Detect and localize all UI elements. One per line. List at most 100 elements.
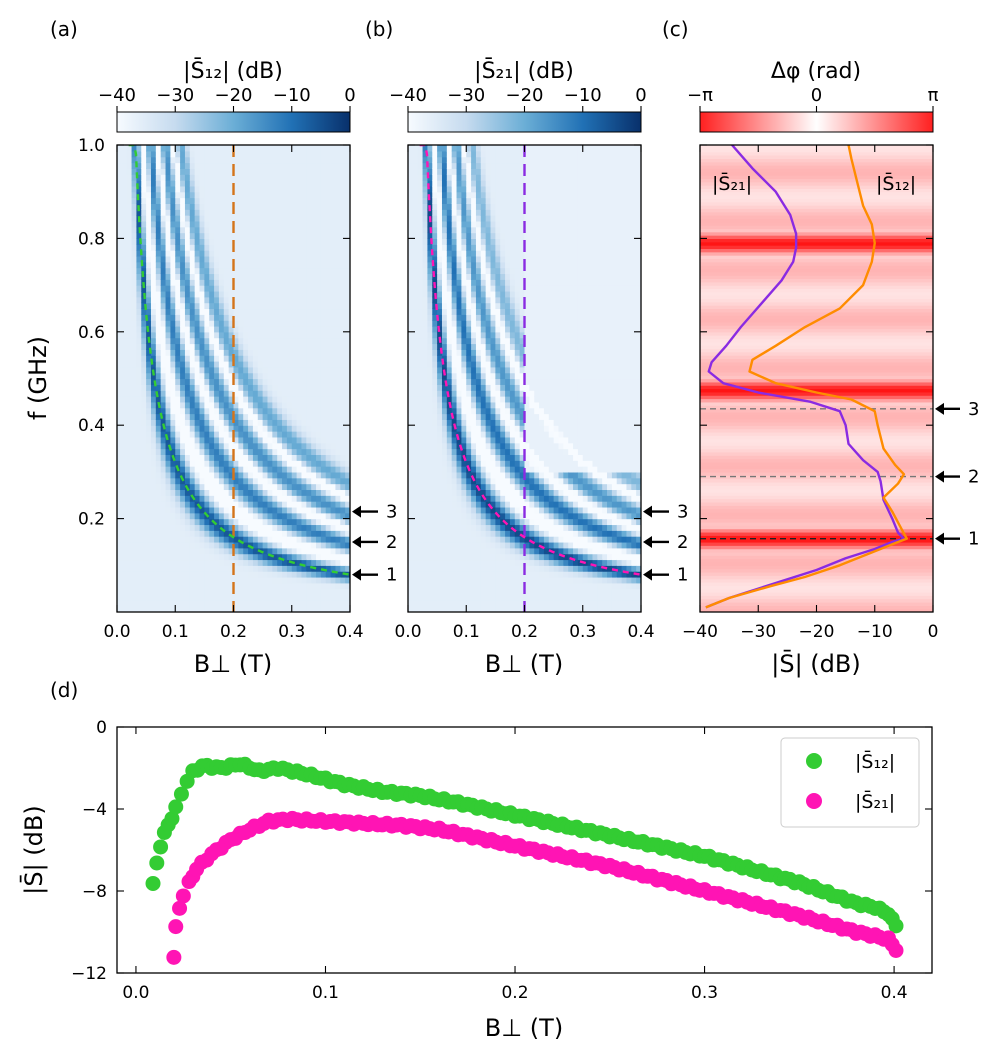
heatmap-a-cell [117,518,123,526]
heatmap-a-cell [141,483,147,491]
heatmap-a-cell [150,547,157,555]
heatmap-a-cell [243,506,249,514]
heatmap-b-cell [437,244,443,251]
heatmap-a-cell [131,600,138,607]
heatmap-b-cell [456,255,462,263]
heatmap-a-cell [330,401,337,409]
heatmap-a-cell [238,261,244,269]
heatmap-b-cell [441,547,448,555]
heatmap-a-cell [150,226,157,234]
heatmap-a-cell [252,407,259,415]
heatmap-b-cell [437,290,443,298]
heatmap-a-cell [320,419,327,426]
heatmap-b-cell [446,477,453,485]
heatmap-a-cell [306,582,312,590]
heatmap-a-cell [286,431,293,438]
heatmap-b-cell [451,185,458,193]
heatmap-a-cell [282,541,288,549]
heatmap-a-cell [141,378,147,385]
heatmap-a-cell [262,360,269,368]
heatmap-b-cell [466,442,472,450]
heatmap-a-cell [262,495,269,502]
heatmap-a-cell [175,296,181,304]
heatmap-a-cell [228,565,235,572]
heatmap-a-cell [184,448,191,455]
heatmap-a-cell [267,390,273,397]
heatmap-b-cell [417,290,424,298]
heatmap-a-cell [160,559,167,566]
heatmap-b-cell [456,261,462,269]
heatmap-b-cell [417,559,424,566]
heatmap-b-cell [471,471,477,479]
heatmap-a-cell [218,477,225,485]
heatmap-a-cell [243,436,249,444]
heatmap-a-cell [257,273,264,280]
heatmap-a-cell [228,460,235,467]
heatmap-a-cell [233,279,239,286]
heatmap-a-cell [136,477,142,485]
heatmap-b-cell [408,565,414,572]
heatmap-a-cell [340,191,346,199]
heatmap-a-cell [262,197,269,204]
heatmap-a-cell [296,267,303,275]
heatmap-a-cell [311,571,317,578]
heatmap-b-cell [417,466,424,473]
heatmap-a-cell [330,431,337,438]
heatmap-b-cell [441,174,448,181]
heatmap-a-cell [189,501,196,508]
heatmap-a-cell [286,553,293,561]
heatmap-a-cell [267,419,273,426]
heatmap-a-cell [320,407,327,415]
heatmap-b-cell [456,360,462,368]
heatmap-a-cell [131,565,138,572]
heatmap-a-cell [316,530,322,537]
heatmap-a-cell [345,250,350,257]
heatmap-b-cell [466,220,472,228]
heatmap-b-cell [446,156,453,164]
heatmap-a-cell [243,547,249,555]
heatmap-a-cell [262,413,269,420]
heatmap-a-cell [325,390,332,397]
heatmap-b-cell [427,419,433,426]
heatmap-a-cell [330,501,337,508]
heatmap-a-cell [286,436,293,444]
heatmap-a-cell [214,512,220,520]
heatmap-b-cell [461,197,467,204]
heatmap-a-cell [340,296,346,304]
heatmap-b-cell [437,460,443,467]
heatmap-a-cell [184,495,191,502]
heatmap-a-cell [155,501,162,508]
heatmap-a-cell [228,512,235,520]
heatmap-b-cell [456,536,462,543]
heatmap-a-cell [141,174,147,181]
heatmap-a-cell [238,431,244,438]
heatmap-a-cell [204,203,210,210]
heatmap-a-cell [150,180,157,187]
heatmap-a-cell [252,232,259,239]
heatmap-a-cell [228,396,235,403]
heatmap-a-cell [175,308,181,315]
heatmap-a-cell [160,512,167,520]
heatmap-a-cell [252,390,259,397]
heatmap-a-cell [257,255,264,263]
heatmap-a-cell [296,466,303,473]
heatmap-a-cell [311,162,317,169]
heatmap-a-cell [306,355,312,362]
heatmap-b-cell [456,250,462,257]
heatmap-a-cell [282,471,288,479]
heatmap-b-cell [466,547,472,555]
heatmap-a-cell [286,343,293,350]
heatmap-b-cell [441,150,448,158]
heatmap-b-cell [432,261,438,269]
heatmap-a-cell [214,261,220,269]
heatmap-a-cell [248,384,254,391]
heatmap-a-cell [320,530,327,537]
heatmap-b-cell [408,396,414,403]
heatmap-a-cell [155,390,162,397]
heatmap-b-cell [422,384,429,391]
heatmap-a-cell [291,466,298,473]
heatmap-b-cell [471,466,477,473]
heatmap-a-cell [272,436,278,444]
heatmap-a-cell [272,401,278,409]
heatmap-a-cell [262,331,269,339]
